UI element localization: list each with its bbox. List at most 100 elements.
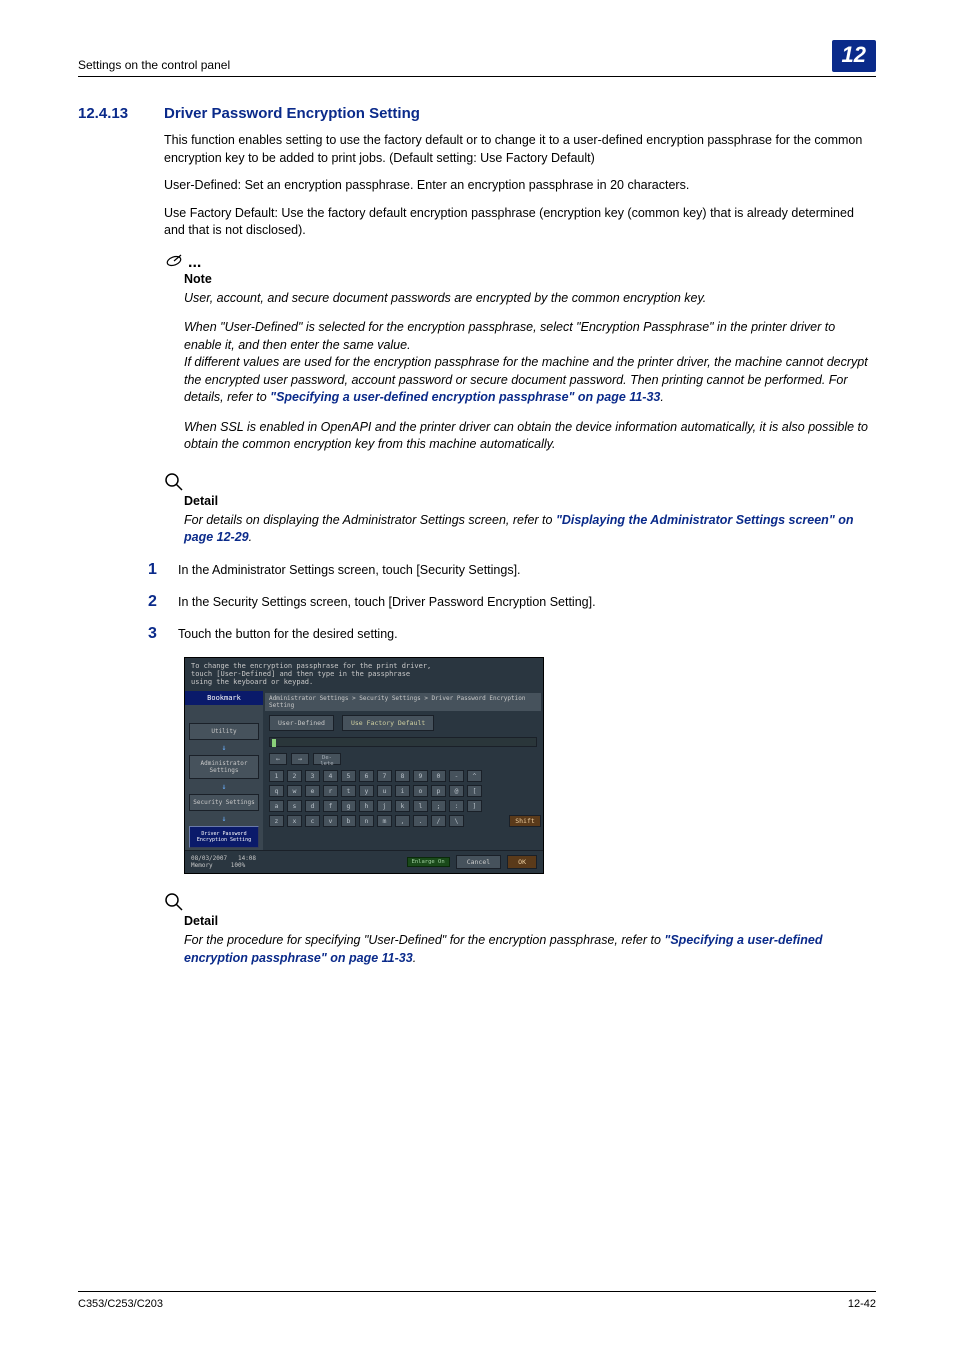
shift-key[interactable]: Shift [509,815,541,827]
arrow-down-icon: ↓ [185,781,263,792]
keyboard-key[interactable]: g [341,800,356,812]
keyboard-key[interactable]: j [377,800,392,812]
keyboard-key[interactable]: n [359,815,374,827]
step-3: 3 Touch the button for the desired setti… [148,625,876,643]
keyboard-key[interactable]: l [413,800,428,812]
step-text: Touch the button for the desired setting… [178,627,876,641]
step-number: 3 [148,625,178,643]
note-heading: Note [184,272,876,286]
keyboard-key[interactable]: p [431,785,446,797]
detail-icon-1 [164,472,876,492]
footer-page: 12-42 [848,1298,876,1310]
note-para-2: When "User-Defined" is selected for the … [184,319,876,407]
keyboard-key[interactable]: ] [467,800,482,812]
keyboard-key[interactable]: 5 [341,770,356,782]
detail-body-1: For details on displaying the Administra… [184,512,876,547]
keyboard-key[interactable]: , [395,815,410,827]
keyboard-key[interactable]: @ [449,785,464,797]
keyboard-key[interactable]: b [341,815,356,827]
panel-screenshot: To change the encryption passphrase for … [184,657,876,875]
section-title: Driver Password Encryption Setting [164,105,420,122]
arrow-down-icon: ↓ [185,813,263,824]
step-2: 2 In the Security Settings screen, touch… [148,593,876,611]
keyboard-key[interactable]: . [413,815,428,827]
keyboard-key[interactable]: w [287,785,302,797]
detail-icon-2 [164,892,876,912]
detail-heading-2: Detail [184,914,876,928]
keyboard-key[interactable]: \ [449,815,464,827]
step-number: 2 [148,593,178,611]
keyboard-key[interactable]: t [341,785,356,797]
breadcrumb: Administrator Settings > Security Settin… [265,693,541,711]
keyboard-key[interactable]: v [323,815,338,827]
keyboard-key[interactable]: 9 [413,770,428,782]
keyboard-key[interactable]: f [323,800,338,812]
enlarge-badge[interactable]: Enlarge On [407,857,450,867]
keyboard-key[interactable]: x [287,815,302,827]
body-para-2: User-Defined: Set an encryption passphra… [164,177,876,195]
keyboard-key[interactable]: - [449,770,464,782]
delete-key[interactable]: De- lete [313,753,341,765]
page-footer: C353/C253/C203 12-42 [78,1291,876,1310]
keyboard-key[interactable]: 0 [431,770,446,782]
keyboard-key[interactable]: 2 [287,770,302,782]
admin-settings-button[interactable]: Administrator Settings [189,755,259,779]
bookmark-tab[interactable]: Bookmark [185,691,263,705]
keyboard-key[interactable]: m [377,815,392,827]
keyboard-key[interactable]: / [431,815,446,827]
header-left-text: Settings on the control panel [78,58,230,72]
keyboard-key[interactable]: 3 [305,770,320,782]
arrow-left-key[interactable]: ← [269,753,287,765]
keyboard-key[interactable]: 4 [323,770,338,782]
security-settings-button[interactable]: Security Settings [189,794,259,811]
keyboard-key[interactable]: z [269,815,284,827]
body-para-3: Use Factory Default: Use the factory def… [164,205,876,240]
keyboard-key[interactable]: 6 [359,770,374,782]
keyboard-row-3: asdfghjkl;:] [265,800,541,812]
note-body: User, account, and secure document passw… [184,290,876,454]
keyboard-key[interactable]: o [413,785,428,797]
cancel-button[interactable]: Cancel [456,855,501,869]
detail-heading-1: Detail [184,494,876,508]
link-specifying-passphrase-1[interactable]: "Specifying a user-defined encryption pa… [270,390,660,404]
driver-pw-button[interactable]: Driver Password Encryption Setting [189,826,259,848]
arrow-right-key[interactable]: → [291,753,309,765]
panel-instruction: To change the encryption passphrase for … [185,658,543,691]
page-header: Settings on the control panel 12 [78,40,876,77]
keyboard-key[interactable]: 7 [377,770,392,782]
keyboard-key[interactable]: ^ [467,770,482,782]
keyboard-key[interactable]: r [323,785,338,797]
factory-default-tab[interactable]: Use Factory Default [342,715,434,731]
keyboard-key[interactable]: 8 [395,770,410,782]
keyboard-key[interactable]: : [449,800,464,812]
status-datetime: 08/03/2007 14:08 Memory 100% [191,855,256,869]
keyboard-row-2: qwertyuiop@[ [265,785,541,797]
keyboard-key[interactable]: u [377,785,392,797]
note-para-1: User, account, and secure document passw… [184,290,876,308]
section-heading: 12.4.13 Driver Password Encryption Setti… [78,105,876,122]
note-para-3: When SSL is enabled in OpenAPI and the p… [184,419,876,454]
keyboard-key[interactable]: s [287,800,302,812]
keyboard-key[interactable]: c [305,815,320,827]
keyboard-key[interactable]: y [359,785,374,797]
note-icon: ... [164,252,876,270]
keyboard-key[interactable]: a [269,800,284,812]
utility-button[interactable]: Utility [189,723,259,740]
step-text: In the Security Settings screen, touch [… [178,595,876,609]
keyboard-key[interactable]: e [305,785,320,797]
keyboard-key[interactable]: i [395,785,410,797]
keyboard-key[interactable]: 1 [269,770,284,782]
keyboard-key[interactable]: [ [467,785,482,797]
keyboard-key[interactable]: ; [431,800,446,812]
arrow-down-icon: ↓ [185,742,263,753]
cursor-icon [272,739,276,747]
user-defined-tab[interactable]: User-Defined [269,715,334,731]
body-para-1: This function enables setting to use the… [164,132,876,167]
keyboard-key[interactable]: q [269,785,284,797]
ok-button[interactable]: OK [507,855,537,869]
keyboard-key[interactable]: h [359,800,374,812]
keyboard-key[interactable]: k [395,800,410,812]
keyboard-row-1: 1234567890-^ [265,770,541,782]
keyboard-key[interactable]: d [305,800,320,812]
passphrase-input[interactable] [269,737,537,747]
